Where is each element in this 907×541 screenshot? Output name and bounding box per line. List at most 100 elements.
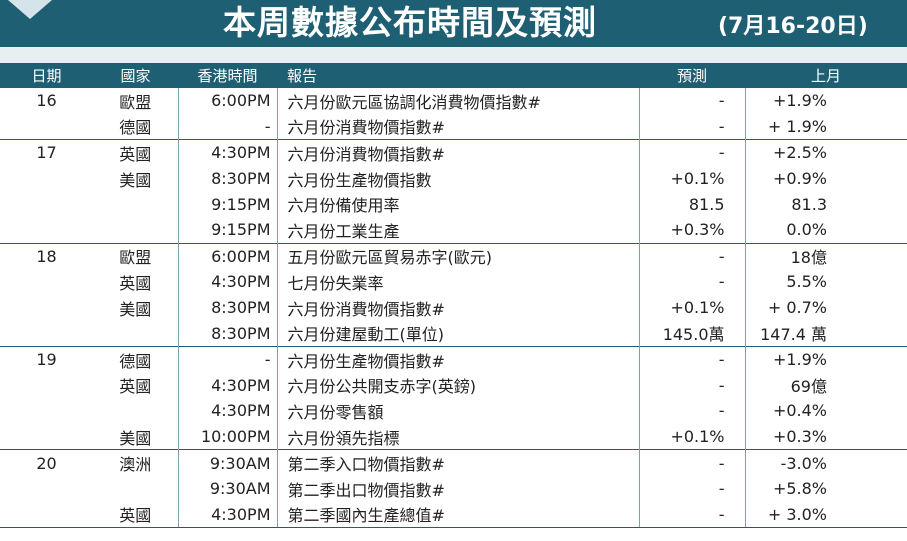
schedule-table: 日期 國家 香港時間 報告 預測 上月 16 歐盟 6:00PM 六月份歐元區協調化消… bbox=[0, 63, 907, 529]
col-header-report: 報告 bbox=[277, 63, 639, 88]
previous-cell: +0.9% bbox=[744, 165, 907, 192]
country-cell: 德國 bbox=[93, 345, 178, 373]
time-cell: 10:00PM bbox=[177, 423, 277, 450]
table-row: 德國 - 六月份消費物價指數# - + 1.9% bbox=[0, 113, 907, 140]
col-header-date: 日期 bbox=[0, 63, 93, 88]
previous-cell: -3.0% bbox=[744, 449, 907, 476]
triangle-decoration-icon bbox=[8, 0, 52, 19]
table-row: 8:30PM 六月份建屋動工(單位) 145.0萬 147.4 萬 bbox=[0, 320, 907, 347]
report-cell: 六月份領先指標 bbox=[276, 423, 639, 450]
col-header-forecast: 預測 bbox=[639, 63, 745, 88]
country-cell: 澳洲 bbox=[93, 449, 178, 476]
report-cell: 七月份失業率 bbox=[276, 269, 639, 295]
table-row: 18 歐盟 6:00PM 五月份歐元區貿易赤字(歐元) -18億 bbox=[0, 242, 907, 270]
forecast-cell: - bbox=[638, 475, 745, 502]
previous-cell: +0.4% bbox=[744, 398, 907, 424]
previous-cell: 5.5% bbox=[744, 269, 907, 295]
time-cell: 8:30PM bbox=[177, 320, 277, 347]
forecast-cell: - bbox=[638, 372, 745, 399]
table-row: 9:15PM 六月份備使用率 81.5 81.3 bbox=[0, 191, 907, 217]
date-cell bbox=[0, 398, 93, 424]
forecast-cell: - bbox=[638, 501, 745, 529]
date-cell bbox=[0, 269, 93, 295]
forecast-cell: - bbox=[638, 113, 745, 140]
forecast-cell: - bbox=[638, 449, 745, 476]
time-cell: 4:30PM bbox=[177, 398, 277, 424]
table-row: 美國 8:30PM 六月份生產物價指數 +0.1% +0.9% bbox=[0, 165, 907, 192]
date-cell bbox=[0, 191, 93, 217]
previous-cell: 147.4 萬 bbox=[744, 320, 907, 347]
time-cell: 9:30AM bbox=[177, 449, 277, 476]
report-cell: 六月份工業生產 bbox=[276, 216, 639, 244]
table-row: 19 德國 - 六月份生產物價指數# - +1.9% bbox=[0, 345, 907, 373]
country-cell bbox=[93, 191, 178, 217]
forecast-cell: +0.3% bbox=[638, 216, 745, 244]
report-cell: 第二季國內生產總值# bbox=[276, 501, 639, 529]
table-row: 9:15PM 六月份工業生產 +0.3% 0.0% bbox=[0, 216, 907, 244]
previous-cell: + 3.0% bbox=[744, 501, 907, 529]
date-cell bbox=[0, 217, 93, 243]
report-cell: 六月份消費物價指數# bbox=[276, 139, 639, 166]
title-banner: 本周數據公布時間及預測 (7月16-20日) bbox=[0, 0, 907, 47]
table-row: 4:30PM 六月份零售額 - +0.4% bbox=[0, 398, 907, 424]
previous-cell: 81.3 bbox=[744, 191, 907, 217]
forecast-cell: - bbox=[638, 269, 745, 295]
date-cell bbox=[0, 424, 93, 450]
country-cell bbox=[93, 398, 178, 424]
table-row: 美國 8:30PM 六月份消費物價指數# +0.1% + 0.7% bbox=[0, 294, 907, 321]
forecast-cell: - bbox=[638, 345, 745, 373]
previous-cell: + 1.9% bbox=[744, 113, 907, 140]
time-cell: - bbox=[177, 345, 277, 373]
header-band bbox=[0, 47, 907, 63]
previous-cell: +1.9% bbox=[744, 86, 907, 114]
previous-cell: +0.3% bbox=[744, 423, 907, 450]
header-row: 日期 國家 香港時間 報告 預測 上月 bbox=[0, 63, 907, 88]
time-cell: 9:15PM bbox=[177, 216, 277, 244]
time-cell: 6:00PM bbox=[177, 242, 277, 270]
table-row: 英國 4:30PM 第二季國內生產總值# - + 3.0% bbox=[0, 501, 907, 529]
time-cell: - bbox=[177, 113, 277, 140]
date-cell: 17 bbox=[0, 139, 93, 166]
country-cell: 德國 bbox=[119, 118, 152, 138]
date-cell bbox=[0, 320, 93, 346]
table-body: 16 歐盟 6:00PM 六月份歐元區協調化消費物價指數# - +1.9% 德國 - 六月份消費… bbox=[0, 86, 907, 529]
date-cell bbox=[0, 166, 93, 192]
date-cell bbox=[0, 295, 93, 321]
previous-cell: + 0.7% bbox=[744, 294, 907, 321]
col-header-country: 國家 bbox=[93, 63, 178, 88]
time-cell: 4:30PM bbox=[177, 372, 277, 399]
time-cell: 6:00PM bbox=[177, 86, 277, 114]
country-cell: 美國 bbox=[119, 428, 152, 448]
forecast-cell: - bbox=[638, 242, 745, 270]
previous-cell: +2.5% bbox=[744, 139, 907, 166]
col-header-previous: 上月 bbox=[745, 63, 907, 88]
country-cell bbox=[93, 217, 178, 243]
report-cell: 六月份生產物價指數 bbox=[276, 165, 639, 192]
report-cell: 六月份公共開支赤字(英鎊) bbox=[276, 372, 639, 399]
report-cell: 六月份零售額 bbox=[276, 398, 639, 424]
date-cell bbox=[0, 501, 93, 529]
table-row: 英國 4:30PM 七月份失業率 -5.5% bbox=[0, 269, 907, 295]
report-cell: 五月份歐元區貿易赤字(歐元) bbox=[276, 242, 639, 270]
forecast-cell: +0.1% bbox=[638, 165, 745, 192]
report-cell: 六月份消費物價指數# bbox=[276, 294, 639, 321]
country-cell: 美國 bbox=[119, 170, 152, 190]
col-header-time: 香港時間 bbox=[178, 63, 277, 88]
date-range: (7月16-20日) bbox=[718, 14, 868, 39]
country-cell: 英國 bbox=[119, 377, 152, 397]
previous-cell: 18億 bbox=[744, 242, 907, 270]
country-cell bbox=[93, 476, 178, 502]
country-cell: 英國 bbox=[93, 139, 178, 166]
time-cell: 8:30PM bbox=[177, 165, 277, 192]
country-cell: 英國 bbox=[119, 273, 152, 293]
forecast-cell: 81.5 bbox=[638, 191, 745, 217]
table-row: 9:30AM 第二季出口物價指數# - +5.8% bbox=[0, 475, 907, 502]
previous-cell: +1.9% bbox=[744, 345, 907, 373]
date-cell: 16 bbox=[0, 86, 93, 114]
report-cell: 六月份備使用率 bbox=[276, 191, 639, 217]
date-cell: 19 bbox=[0, 345, 93, 373]
time-cell: 4:30PM bbox=[177, 139, 277, 166]
report-cell: 六月份歐元區協調化消費物價指數# bbox=[276, 86, 639, 114]
country-cell: 美國 bbox=[119, 299, 152, 319]
